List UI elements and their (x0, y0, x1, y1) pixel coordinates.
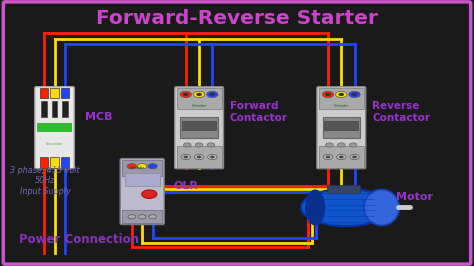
Bar (122, 160, 162, 176)
Bar (319, 146, 364, 168)
Circle shape (180, 91, 191, 98)
Text: Forward-Reverse Starter: Forward-Reverse Starter (96, 9, 378, 28)
Bar (37, 123, 73, 132)
Bar (123, 160, 164, 224)
Circle shape (128, 215, 136, 219)
FancyBboxPatch shape (174, 87, 224, 169)
Text: MCB: MCB (85, 112, 113, 122)
FancyBboxPatch shape (3, 2, 471, 264)
Circle shape (352, 93, 357, 96)
Circle shape (210, 156, 215, 158)
FancyBboxPatch shape (317, 87, 365, 169)
Circle shape (337, 154, 346, 160)
Circle shape (193, 91, 205, 98)
Bar (50, 157, 59, 168)
Circle shape (352, 156, 357, 158)
Circle shape (207, 91, 218, 98)
Circle shape (349, 91, 360, 98)
Circle shape (197, 156, 201, 158)
Circle shape (337, 143, 345, 147)
Bar (324, 121, 358, 130)
Text: Forward
Contactor: Forward Contactor (230, 101, 288, 123)
Text: Schneider: Schneider (334, 104, 349, 109)
Bar (182, 121, 216, 130)
Circle shape (350, 154, 359, 160)
Circle shape (338, 93, 344, 96)
Text: Schneider: Schneider (130, 165, 145, 170)
Circle shape (183, 143, 191, 147)
Text: Motor: Motor (396, 192, 433, 202)
Bar (52, 101, 57, 117)
Circle shape (325, 93, 331, 96)
Bar (41, 101, 47, 117)
Circle shape (195, 143, 203, 147)
Circle shape (142, 190, 157, 198)
FancyBboxPatch shape (120, 159, 164, 225)
Bar (50, 88, 59, 98)
Bar (176, 88, 222, 109)
Bar (125, 173, 159, 186)
Bar (180, 117, 218, 138)
Bar (62, 101, 68, 117)
Text: OLR: OLR (173, 181, 198, 191)
Circle shape (194, 154, 204, 160)
Ellipse shape (364, 189, 399, 226)
Circle shape (138, 215, 146, 219)
Circle shape (208, 154, 217, 160)
Ellipse shape (306, 190, 325, 225)
Text: Schneider: Schneider (46, 142, 64, 146)
Circle shape (210, 93, 215, 96)
Bar (322, 117, 360, 138)
Text: Power Connection: Power Connection (19, 233, 139, 246)
Bar (122, 210, 162, 223)
Circle shape (326, 156, 330, 158)
Circle shape (127, 164, 137, 169)
Circle shape (148, 164, 157, 169)
Bar (61, 88, 69, 98)
Circle shape (183, 156, 188, 158)
Bar (319, 88, 364, 109)
Bar (61, 157, 69, 168)
Circle shape (183, 93, 189, 96)
Circle shape (326, 143, 333, 147)
Bar (38, 89, 74, 168)
Bar (320, 89, 365, 168)
Circle shape (196, 93, 202, 96)
Circle shape (181, 154, 191, 160)
Ellipse shape (301, 189, 391, 226)
Circle shape (349, 143, 357, 147)
Bar (176, 146, 222, 168)
Bar (178, 89, 223, 168)
Bar (327, 185, 360, 193)
Circle shape (322, 91, 334, 98)
Circle shape (339, 156, 344, 158)
Circle shape (336, 91, 347, 98)
Text: Schneider: Schneider (191, 104, 207, 109)
Circle shape (323, 154, 333, 160)
Circle shape (207, 143, 215, 147)
FancyBboxPatch shape (35, 87, 74, 169)
Text: Reverse
Contactor: Reverse Contactor (372, 101, 430, 123)
Bar (40, 157, 48, 168)
Circle shape (149, 215, 156, 219)
Circle shape (137, 164, 147, 169)
Bar (40, 88, 48, 98)
Text: 3 phase, 415 volt
50Hz
Input Supply: 3 phase, 415 volt 50Hz Input Supply (10, 166, 80, 196)
